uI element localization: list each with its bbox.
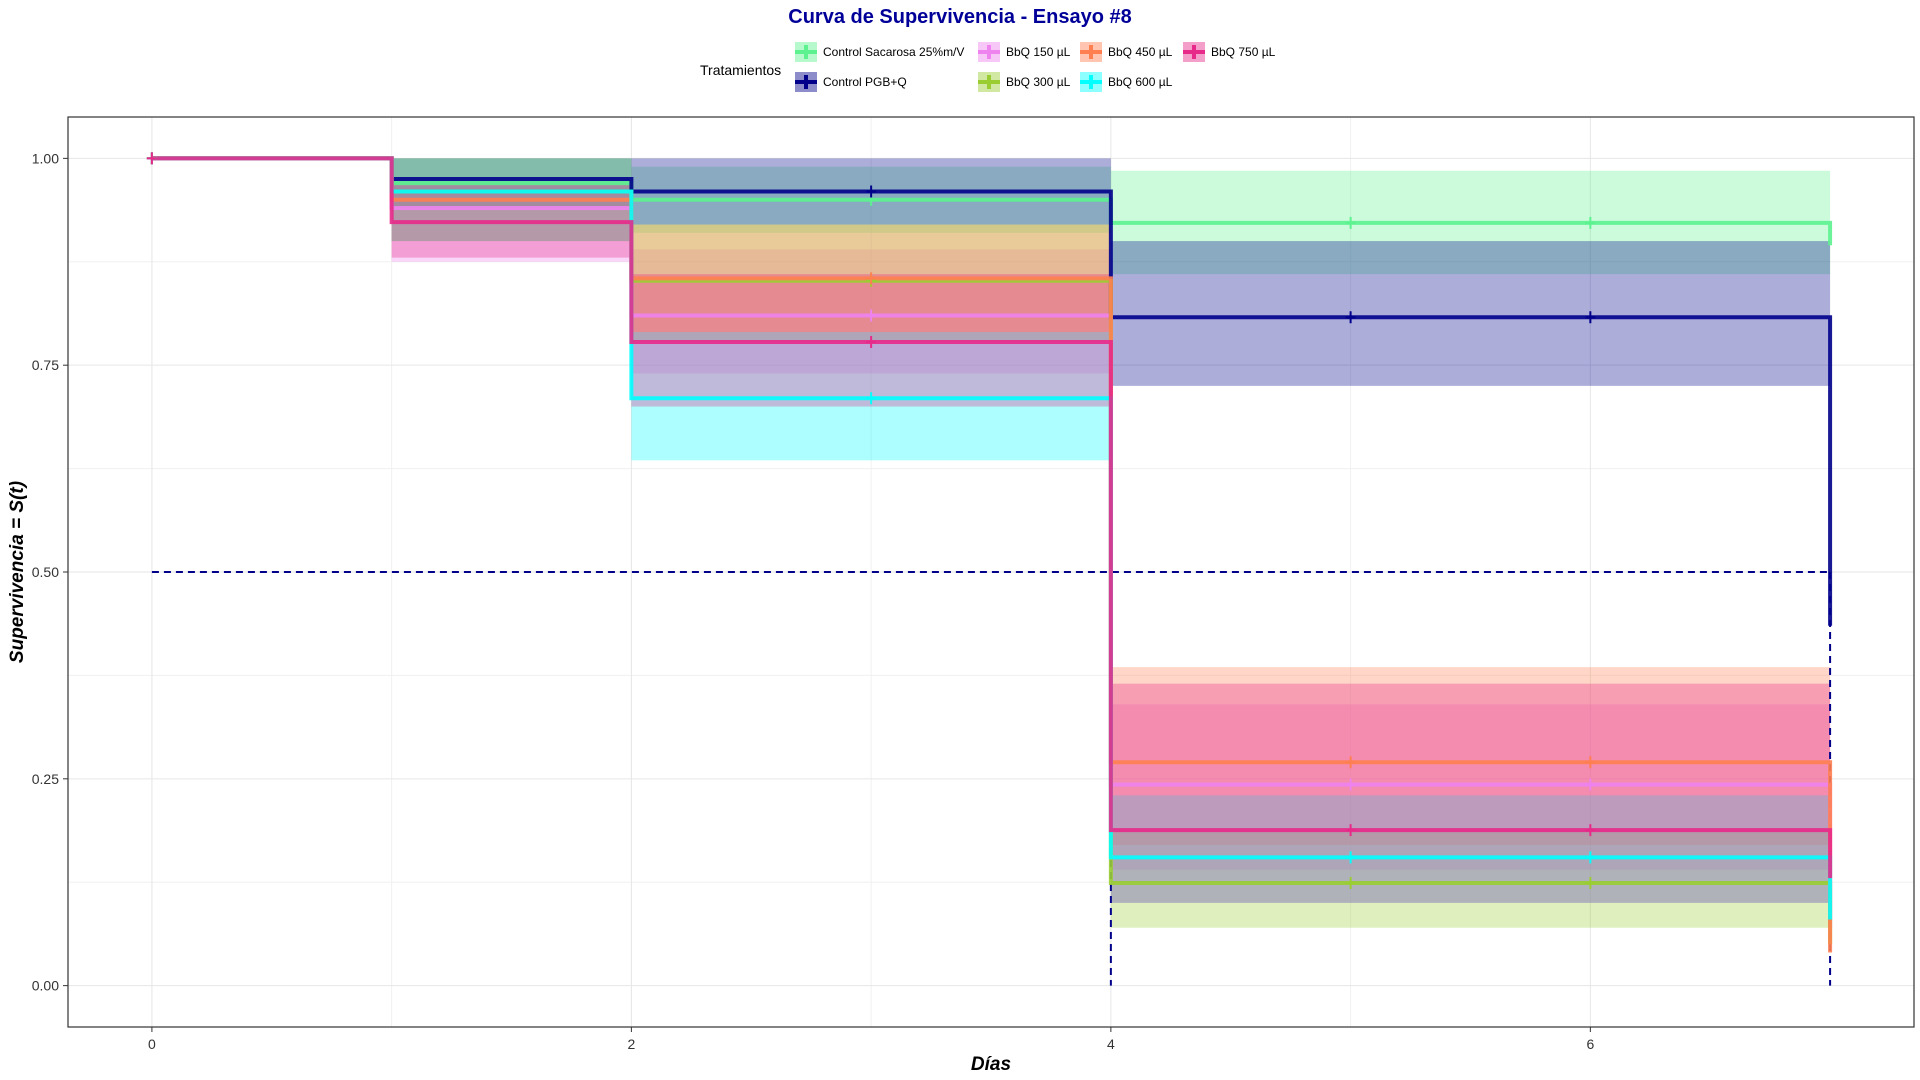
- confidence-band: [1110, 667, 1831, 845]
- censor-mark: [1585, 778, 1596, 791]
- censor-mark: [1585, 216, 1596, 229]
- legend-censor-key: [987, 45, 991, 59]
- legend-censor-key: [987, 75, 991, 89]
- y-tick-label: 0.00: [32, 978, 59, 994]
- confidence-band: [1110, 828, 1831, 928]
- x-tick-label: 0: [148, 1036, 156, 1052]
- censor-mark: [1345, 851, 1356, 864]
- censor-mark: [1585, 851, 1596, 864]
- x-tick-label: 2: [627, 1036, 635, 1052]
- censor-marks: [146, 152, 1596, 890]
- censor-mark: [1585, 756, 1596, 769]
- confidence-band: [391, 158, 632, 262]
- confidence-band: [1110, 241, 1831, 386]
- censor-mark: [146, 152, 157, 165]
- y-axis-label: Supervivencia = S(t): [7, 481, 28, 663]
- y-tick-label: 0.50: [32, 564, 59, 580]
- censor-mark: [866, 185, 877, 198]
- confidence-band: [1110, 683, 1831, 903]
- censor-mark: [866, 309, 877, 322]
- legend-censor-key: [1192, 45, 1196, 59]
- censor-mark: [1585, 824, 1596, 837]
- censor-mark: [1585, 877, 1596, 890]
- legend-label: BbQ 600 µL: [1108, 75, 1173, 89]
- legend-censor-key: [1089, 75, 1093, 89]
- censor-mark: [1345, 778, 1356, 791]
- censor-mark: [1585, 311, 1596, 324]
- x-axis-label: Días: [971, 1054, 1011, 1075]
- y-tick-label: 0.75: [32, 357, 59, 373]
- censor-mark: [1345, 824, 1356, 837]
- confidence-band: [1110, 704, 1831, 870]
- y-tick-label: 1.00: [32, 150, 59, 166]
- legend: Tratamientos Control Sacarosa 25%m/V Cont…: [700, 42, 1400, 98]
- censor-mark: [1345, 756, 1356, 769]
- legend-label: BbQ 300 µL: [1006, 75, 1071, 89]
- censor-mark: [866, 336, 877, 349]
- censor-mark: [1345, 311, 1356, 324]
- axes: 0 2 4 6 0.00 0.25 0.50 0.75 1.00: [32, 150, 1595, 1052]
- chart-title: Curva de Supervivencia - Ensayo #8: [788, 6, 1132, 28]
- censor-mark: [866, 272, 877, 285]
- censor-mark: [1345, 877, 1356, 890]
- censor-mark: [866, 392, 877, 405]
- x-tick-label: 4: [1107, 1036, 1115, 1052]
- legend-censor-key: [1089, 45, 1093, 59]
- y-tick-label: 0.25: [32, 771, 59, 787]
- legend-label: BbQ 150 µL: [1006, 45, 1071, 59]
- legend-title: Tratamientos: [700, 62, 782, 78]
- legend-label: BbQ 450 µL: [1108, 45, 1173, 59]
- legend-censor-key: [804, 45, 808, 59]
- legend-label: Control PGB+Q: [823, 75, 907, 89]
- x-tick-label: 6: [1586, 1036, 1594, 1052]
- legend-label: Control Sacarosa 25%m/V: [823, 45, 965, 59]
- legend-label: BbQ 750 µL: [1211, 45, 1276, 59]
- legend-censor-key: [804, 75, 808, 89]
- censor-mark: [1345, 216, 1356, 229]
